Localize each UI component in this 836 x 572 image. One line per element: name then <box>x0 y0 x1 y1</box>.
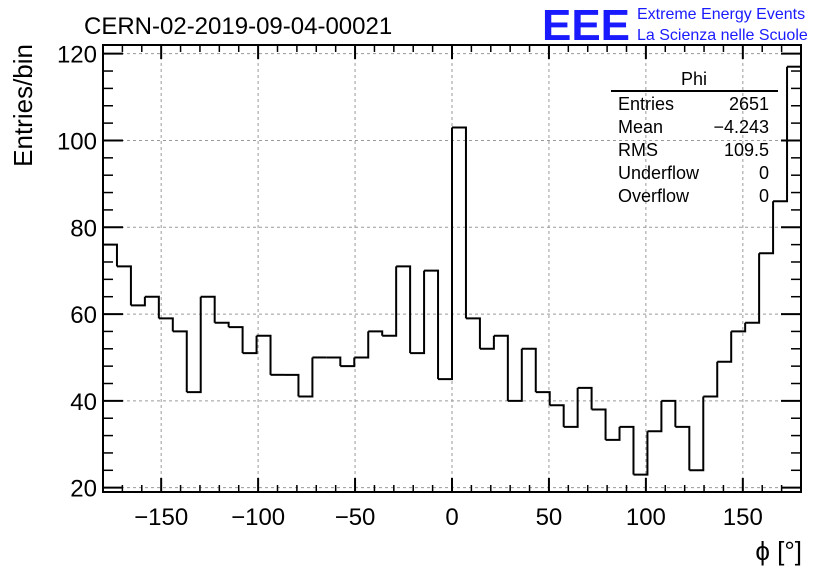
histogram-bin <box>493 334 509 401</box>
histogram-bin <box>103 243 118 267</box>
y-tick-label: 100 <box>57 128 97 155</box>
axis-ticks <box>103 45 801 492</box>
histogram-bin <box>172 330 188 393</box>
y-tick-label: 120 <box>57 42 97 69</box>
stats-row-value: 0 <box>759 186 769 206</box>
histogram-bin <box>703 361 719 398</box>
histogram-bin <box>759 201 775 255</box>
histogram-bin <box>563 387 579 428</box>
stats-rows: Entries 2651 Mean −4.243 RMS 109.5 Underflow 0 O… <box>618 94 769 206</box>
histogram-bin <box>214 321 230 328</box>
histogram-bin <box>717 331 733 363</box>
y-tick-label: 80 <box>70 215 97 242</box>
histogram-bin <box>745 253 761 324</box>
histogram-bin <box>689 396 705 472</box>
x-axis-label: ϕ [°] <box>755 536 802 566</box>
histogram-bin <box>633 431 649 476</box>
stats-row-label: Mean <box>618 117 663 137</box>
histogram-bin <box>158 317 174 332</box>
stats-row-value: 109.5 <box>724 140 769 160</box>
histogram-bin <box>591 408 607 440</box>
histogram-bin <box>577 386 593 410</box>
histogram-bin <box>410 270 426 355</box>
histogram-bin <box>354 331 370 359</box>
y-tick-labels: 20 40 60 80 100 120 <box>57 42 97 503</box>
stats-row-label: Overflow <box>618 186 690 206</box>
histogram-bin <box>675 425 691 471</box>
histogram-bin <box>549 404 565 427</box>
histogram-bin <box>731 322 747 333</box>
histogram-bin <box>242 335 258 355</box>
histogram-bin <box>116 265 132 306</box>
eee-logo: EEE Extreme Energy Events La Scienza nel… <box>542 1 808 50</box>
x-tick-label: 150 <box>723 504 763 531</box>
stats-row-value: 0 <box>759 163 769 183</box>
histogram-bin <box>605 426 621 441</box>
x-tick-label: −50 <box>335 504 376 531</box>
x-tick-labels: −150 −100 −50 0 50 100 150 <box>134 504 763 531</box>
histogram-bin <box>535 391 551 406</box>
histogram-bin <box>340 357 356 368</box>
histogram-bin <box>200 295 216 323</box>
x-tick-label: 50 <box>536 504 563 531</box>
eee-logo-line1: Extreme Energy Events <box>637 6 805 23</box>
chart-title: CERN-02-2019-09-04-00021 <box>84 13 392 40</box>
histogram-bin <box>326 356 342 367</box>
histogram-bin <box>130 296 146 307</box>
y-axis-label: Entries/bin <box>8 44 38 167</box>
x-tick-label: −100 <box>231 504 285 531</box>
histogram-bin <box>186 296 202 394</box>
stats-row-value: 2651 <box>729 94 769 114</box>
y-tick-label: 40 <box>70 389 97 416</box>
histogram-bin <box>507 348 523 402</box>
y-tick-label: 20 <box>70 476 97 503</box>
x-tick-label: −150 <box>134 504 188 531</box>
histogram-bin <box>438 127 453 381</box>
stats-row-label: Underflow <box>618 163 700 183</box>
y-tick-label: 60 <box>70 302 97 329</box>
histogram-bin <box>368 330 384 336</box>
histogram-bin <box>647 400 663 433</box>
histogram-bin <box>521 347 537 393</box>
histogram-bin <box>382 266 398 337</box>
histogram-bin <box>228 326 244 354</box>
stats-row-label: RMS <box>618 140 658 160</box>
x-tick-label: 100 <box>626 504 666 531</box>
histogram-bin <box>465 317 481 349</box>
histogram-bin <box>479 335 495 350</box>
histogram-bin <box>424 269 440 380</box>
eee-logo-mark: EEE <box>542 1 630 50</box>
histogram-bin <box>144 295 160 319</box>
stats-title: Phi <box>681 69 707 89</box>
histogram-bin <box>298 357 314 398</box>
histogram-bin <box>661 399 677 427</box>
histogram-bin <box>396 265 412 354</box>
eee-logo-line2: La Scienza nelle Scuole <box>637 27 808 44</box>
histogram-bin <box>256 334 272 375</box>
histogram-bin <box>773 66 789 203</box>
stats-box: Phi Entries 2651 Mean −4.243 RMS 109.5 Underfl… <box>611 69 778 206</box>
stats-row-value: −4.243 <box>713 117 769 137</box>
stats-row-label: Entries <box>618 94 674 114</box>
histogram-bin <box>284 373 300 397</box>
histogram-bin <box>452 126 467 319</box>
x-tick-label: 0 <box>445 504 458 531</box>
histogram-bin <box>619 425 635 475</box>
